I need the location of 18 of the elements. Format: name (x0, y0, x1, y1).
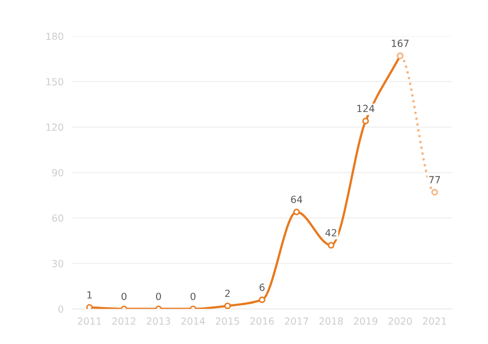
data-label: 0 (122, 292, 126, 300)
data-label: 2 (225, 290, 230, 297)
data-label: 64 (291, 196, 302, 204)
data-label: 124 (357, 104, 374, 112)
data-label: 42 (325, 229, 336, 236)
point (328, 242, 334, 249)
data-label: 167 (392, 40, 409, 47)
point (362, 118, 369, 124)
point (86, 304, 93, 309)
data-label: 6 (260, 284, 265, 291)
data-label: 0 (190, 292, 196, 300)
point (293, 208, 300, 216)
data-label: 1 (87, 291, 92, 298)
point (224, 302, 231, 309)
data-label: 77 (429, 176, 440, 184)
data-label: 0 (156, 292, 161, 300)
point (258, 296, 266, 304)
point (431, 188, 438, 196)
